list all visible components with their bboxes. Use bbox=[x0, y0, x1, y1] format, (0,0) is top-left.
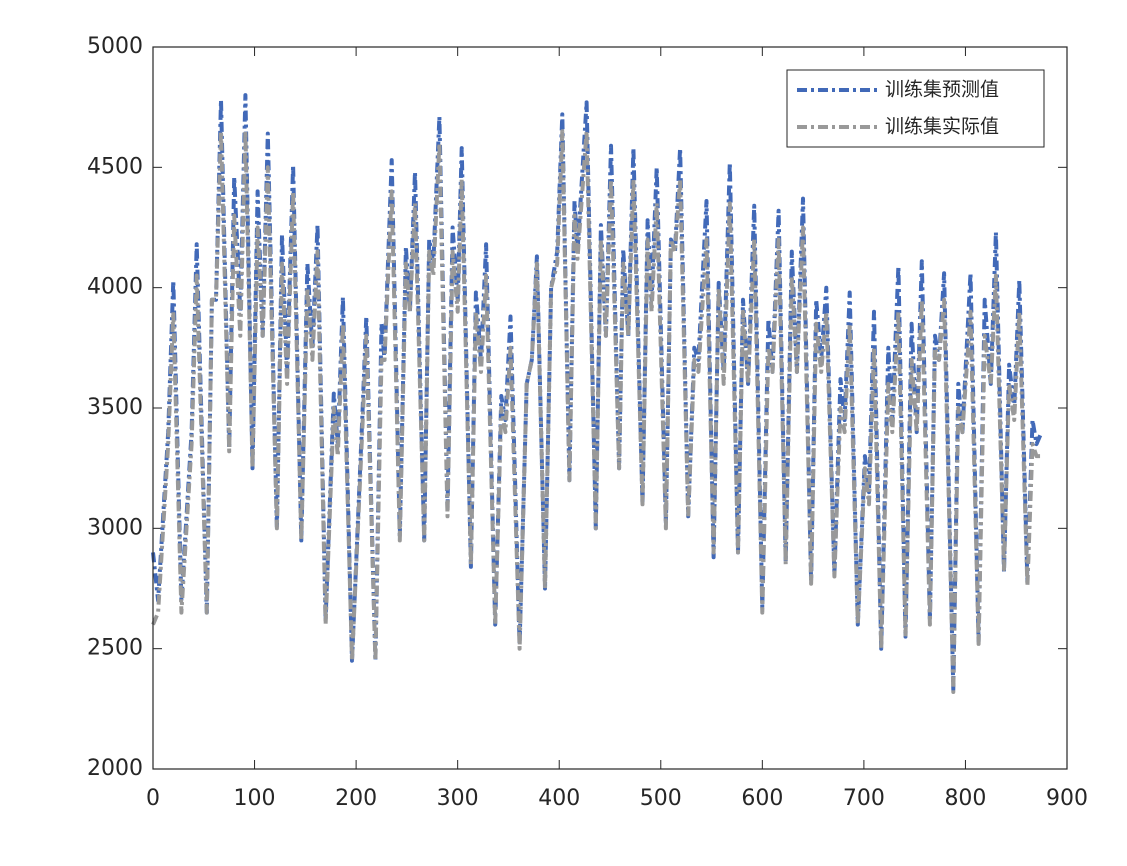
y-tick-label: 2000 bbox=[87, 756, 143, 781]
series-line bbox=[151, 129, 1042, 694]
series-line bbox=[151, 93, 1044, 692]
x-tick-label: 500 bbox=[640, 786, 682, 811]
plot-area bbox=[153, 47, 1067, 769]
x-tick-label: 600 bbox=[741, 786, 783, 811]
x-tick-label: 700 bbox=[843, 786, 885, 811]
legend-label: 训练集预测值 bbox=[885, 79, 999, 101]
y-tick-label: 4500 bbox=[87, 154, 143, 179]
legend-label: 训练集实际值 bbox=[885, 116, 999, 138]
x-tick-label: 200 bbox=[335, 786, 377, 811]
x-tick-label: 300 bbox=[437, 786, 479, 811]
y-tick-label: 3500 bbox=[87, 395, 143, 420]
y-tick-label: 4000 bbox=[87, 275, 143, 300]
y-tick-label: 2500 bbox=[87, 636, 143, 661]
x-tick-label: 100 bbox=[234, 786, 276, 811]
axes-box bbox=[152, 46, 1068, 770]
x-tick-label: 900 bbox=[1046, 786, 1088, 811]
y-tick-label: 3000 bbox=[87, 515, 143, 540]
x-tick-label: 800 bbox=[944, 786, 986, 811]
legend-box bbox=[786, 69, 1045, 148]
y-tick-label: 5000 bbox=[87, 34, 143, 59]
x-tick-label: 0 bbox=[146, 786, 160, 811]
x-tick-label: 400 bbox=[538, 786, 580, 811]
